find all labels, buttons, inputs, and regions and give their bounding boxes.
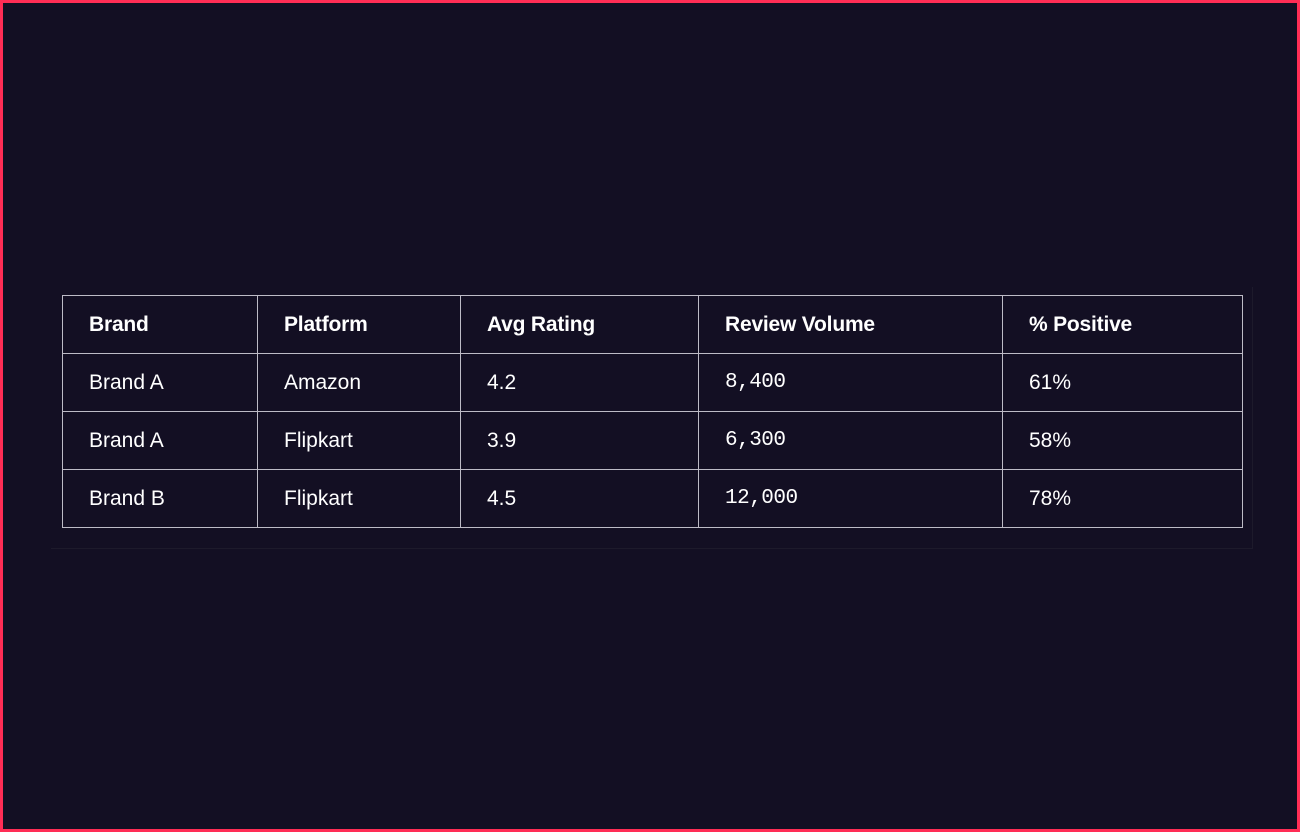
cell-avg-rating: 4.5 — [460, 469, 699, 528]
cell-review-volume: 6,300 — [698, 411, 1003, 470]
cell-platform: Flipkart — [257, 411, 461, 470]
header-avg-rating: Avg Rating — [460, 295, 699, 354]
header-percent-positive: % Positive — [1002, 295, 1243, 354]
cell-percent-positive: 61% — [1002, 353, 1243, 412]
cell-percent-positive: 78% — [1002, 469, 1243, 528]
cell-brand: Brand B — [62, 469, 258, 528]
table-row: Brand A Amazon 4.2 8,400 61% — [62, 353, 1243, 412]
cell-platform: Amazon — [257, 353, 461, 412]
header-platform: Platform — [257, 295, 461, 354]
table-row: Brand B Flipkart 4.5 12,000 78% — [62, 469, 1243, 528]
cell-review-volume: 8,400 — [698, 353, 1003, 412]
cell-review-volume: 12,000 — [698, 469, 1003, 528]
cell-avg-rating: 4.2 — [460, 353, 699, 412]
header-review-volume: Review Volume — [698, 295, 1003, 354]
table-row: Brand A Flipkart 3.9 6,300 58% — [62, 411, 1243, 470]
header-brand: Brand — [62, 295, 258, 354]
cell-brand: Brand A — [62, 353, 258, 412]
cell-avg-rating: 3.9 — [460, 411, 699, 470]
cell-percent-positive: 58% — [1002, 411, 1243, 470]
brand-ratings-table: Brand Platform Avg Rating Review Volume … — [62, 295, 1243, 528]
cell-platform: Flipkart — [257, 469, 461, 528]
cell-brand: Brand A — [62, 411, 258, 470]
table-header-row: Brand Platform Avg Rating Review Volume … — [62, 295, 1243, 354]
table-container: Brand Platform Avg Rating Review Volume … — [51, 287, 1253, 549]
